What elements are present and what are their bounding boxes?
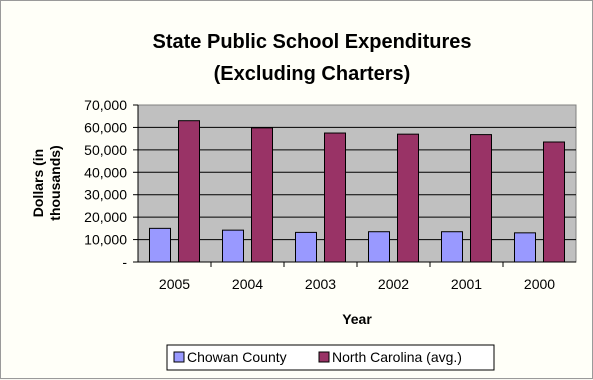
bar-north-carolina-2004	[251, 127, 273, 263]
x-tick-label: 2001	[451, 276, 482, 292]
bar-north-carolina-2005	[178, 120, 200, 263]
bar-chowan-county-2001	[441, 231, 463, 263]
x-tick-label: 2003	[305, 276, 336, 292]
y-tick-label: 70,000	[84, 97, 127, 113]
bar-north-carolina-2003	[324, 132, 346, 263]
x-tick-label: 2002	[378, 276, 409, 292]
bar-chowan-county-2002	[368, 231, 390, 263]
y-tick-label: -	[122, 254, 127, 270]
legend-box	[166, 344, 495, 371]
x-tick-label: 2004	[232, 276, 263, 292]
plot-area	[137, 104, 577, 263]
legend-swatch-chowan-county	[173, 351, 185, 363]
x-tick-label: 2000	[524, 276, 555, 292]
bar-north-carolina-2000	[543, 141, 565, 263]
y-tick-label: 60,000	[84, 119, 127, 135]
y-tick-label: 50,000	[84, 142, 127, 158]
bar-chowan-county-2003	[295, 231, 317, 263]
y-tick-label: 10,000	[84, 232, 127, 248]
x-tick-labels: 2005 2004 2003 2002 2001 2000	[159, 262, 555, 292]
y-tick-label: 20,000	[84, 209, 127, 225]
chart-title-line-1: State Public School Expenditures	[153, 31, 472, 53]
chart-title-line-2: (Excluding Charters)	[214, 63, 411, 85]
x-axis-title: Year	[342, 311, 372, 327]
legend-swatch-north-carolina	[318, 351, 330, 363]
legend-label-north-carolina: North Carolina (avg.)	[332, 349, 462, 365]
bar-chowan-county-2000	[514, 232, 536, 263]
legend: Chowan County North Carolina (avg.)	[166, 344, 495, 371]
y-tick-labels: - 10,000 20,000 30,000 40,000 50,000 60,000 70,…	[84, 97, 138, 270]
y-axis-title: Dollars (in thousands)	[30, 145, 63, 220]
y-tick-label: 30,000	[84, 187, 127, 203]
legend-label-chowan-county: Chowan County	[187, 349, 287, 365]
bar-north-carolina-2002	[397, 133, 419, 263]
gridlines	[138, 126, 576, 241]
x-tick-label: 2005	[159, 276, 190, 292]
y-axis-title-line-1: Dollars (in	[30, 149, 46, 217]
bars	[149, 120, 565, 263]
y-tick-label: 40,000	[84, 164, 127, 180]
bar-north-carolina-2001	[470, 134, 492, 263]
bar-chowan-county-2005	[149, 227, 171, 263]
bar-chowan-county-2004	[222, 229, 244, 263]
y-axis-title-line-2: thousands)	[47, 145, 63, 220]
